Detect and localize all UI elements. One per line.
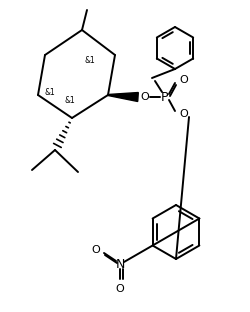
Text: &1: &1 [84, 56, 95, 65]
Text: O: O [140, 92, 149, 102]
Text: O: O [115, 284, 124, 294]
Text: P: P [160, 90, 168, 104]
Text: O: O [179, 109, 188, 119]
Text: &1: &1 [64, 95, 75, 105]
Text: N: N [115, 257, 124, 271]
Text: O: O [91, 245, 100, 255]
Text: &1: &1 [44, 87, 55, 96]
Polygon shape [108, 93, 138, 101]
Text: O: O [179, 75, 188, 85]
